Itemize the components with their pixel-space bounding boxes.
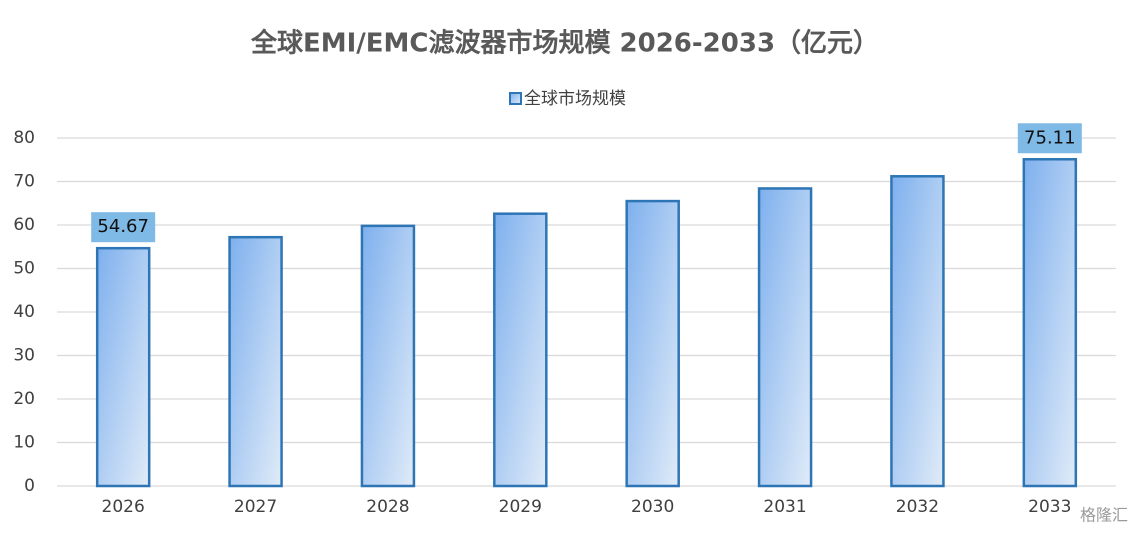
bar (493, 212, 548, 488)
x-tick-label: 2027 (234, 497, 277, 517)
bar (757, 187, 813, 488)
y-tick-label: 80 (13, 128, 35, 148)
x-tick-label: 2028 (366, 497, 409, 517)
data-label: 54.67 (97, 216, 149, 237)
y-tick-label: 20 (13, 389, 35, 409)
bar (95, 246, 151, 488)
bar (360, 224, 416, 488)
y-tick-label: 50 (13, 259, 35, 279)
x-tick-label: 2032 (896, 497, 939, 517)
data-label: 75.11 (1024, 127, 1076, 148)
y-tick-label: 0 (24, 476, 35, 496)
y-tick-label: 30 (13, 346, 35, 366)
chart-title: 全球EMI/EMC滤波器市场规模 2026-2033（亿元） (250, 28, 879, 59)
x-tick-label: 2029 (499, 497, 542, 517)
x-tick-label: 2031 (763, 497, 806, 517)
legend-marker (509, 92, 522, 105)
x-tick-label: 2033 (1028, 497, 1071, 517)
x-tick-label: 2026 (102, 497, 145, 517)
y-tick-label: 70 (13, 172, 35, 192)
legend-label: 全球市场规模 (524, 89, 626, 109)
y-tick-label: 60 (13, 215, 35, 235)
bar (890, 175, 945, 488)
y-tick-label: 10 (13, 433, 35, 453)
data-label-box (1017, 123, 1082, 154)
watermark: 格隆汇 (1080, 506, 1128, 525)
y-tick-label: 40 (13, 302, 35, 322)
bar (625, 199, 680, 488)
bar (228, 235, 283, 488)
x-tick-label: 2030 (631, 497, 674, 517)
bar (1022, 158, 1078, 488)
data-label-box (91, 212, 156, 243)
